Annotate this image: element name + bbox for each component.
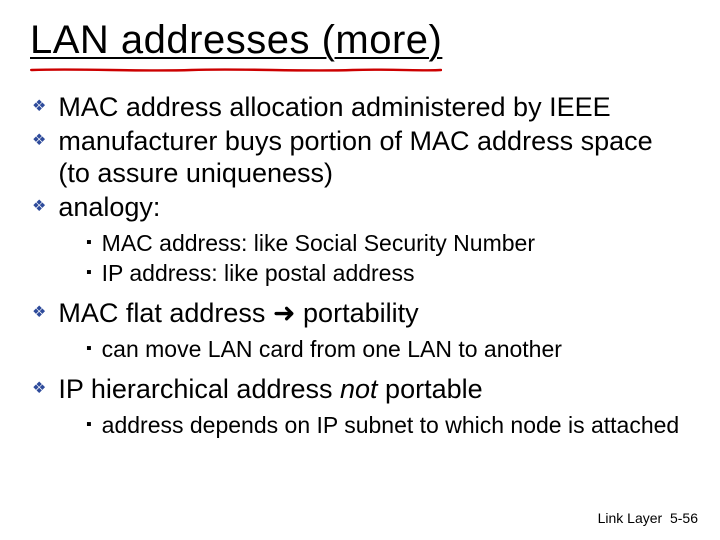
bullet-text: MAC flat address ➜ portability [58, 297, 418, 329]
bullet-item: ❖ MAC address allocation administered by… [32, 91, 690, 123]
square-bullet-icon: ▪ [86, 411, 92, 439]
sub-list: ▪ MAC address: like Social Security Numb… [86, 229, 690, 287]
bullet-text: analogy: [58, 191, 160, 223]
square-bullet-icon: ▪ [86, 259, 92, 287]
bullet-text: MAC address allocation administered by I… [58, 91, 610, 123]
square-bullet-icon: ▪ [86, 229, 92, 257]
bullet-item: ❖ IP hierarchical address not portable [32, 373, 690, 405]
square-bullet-icon: ▪ [86, 335, 92, 363]
bullet-item: ❖ MAC flat address ➜ portability [32, 297, 690, 329]
footer-label: Link Layer [598, 510, 663, 526]
sub-bullet-item: ▪ MAC address: like Social Security Numb… [86, 229, 690, 257]
bullet-text-italic: not [340, 374, 378, 404]
sub-list: ▪ can move LAN card from one LAN to anot… [86, 335, 690, 363]
bullet-item: ❖ analogy: [32, 191, 690, 223]
title-underline-red [30, 67, 442, 73]
slide-footer: Link Layer 5-56 [598, 510, 698, 526]
footer-page: 5-56 [670, 510, 698, 526]
sub-bullet-item: ▪ IP address: like postal address [86, 259, 690, 287]
diamond-bullet-icon: ❖ [32, 373, 46, 405]
slide-title-wrap: LAN addresses (more) [30, 18, 442, 63]
diamond-bullet-icon: ❖ [32, 297, 46, 329]
sub-bullet-text: MAC address: like Social Security Number [102, 229, 535, 257]
bullet-item: ❖ manufacturer buys portion of MAC addre… [32, 125, 690, 189]
sub-bullet-item: ▪ can move LAN card from one LAN to anot… [86, 335, 690, 363]
bullet-text-pre: IP hierarchical address [58, 374, 340, 404]
diamond-bullet-icon: ❖ [32, 191, 46, 223]
content-area: ❖ MAC address allocation administered by… [30, 91, 690, 439]
bullet-text: IP hierarchical address not portable [58, 373, 482, 405]
slide-title: LAN addresses (more) [30, 18, 442, 63]
diamond-bullet-icon: ❖ [32, 91, 46, 123]
sub-bullet-text: address depends on IP subnet to which no… [102, 411, 680, 439]
sub-bullet-text: IP address: like postal address [102, 259, 415, 287]
diamond-bullet-icon: ❖ [32, 125, 46, 157]
bullet-text: manufacturer buys portion of MAC address… [58, 125, 690, 189]
sub-bullet-text: can move LAN card from one LAN to anothe… [102, 335, 562, 363]
bullet-text-post: portable [378, 374, 483, 404]
sub-bullet-item: ▪ address depends on IP subnet to which … [86, 411, 690, 439]
sub-list: ▪ address depends on IP subnet to which … [86, 411, 690, 439]
